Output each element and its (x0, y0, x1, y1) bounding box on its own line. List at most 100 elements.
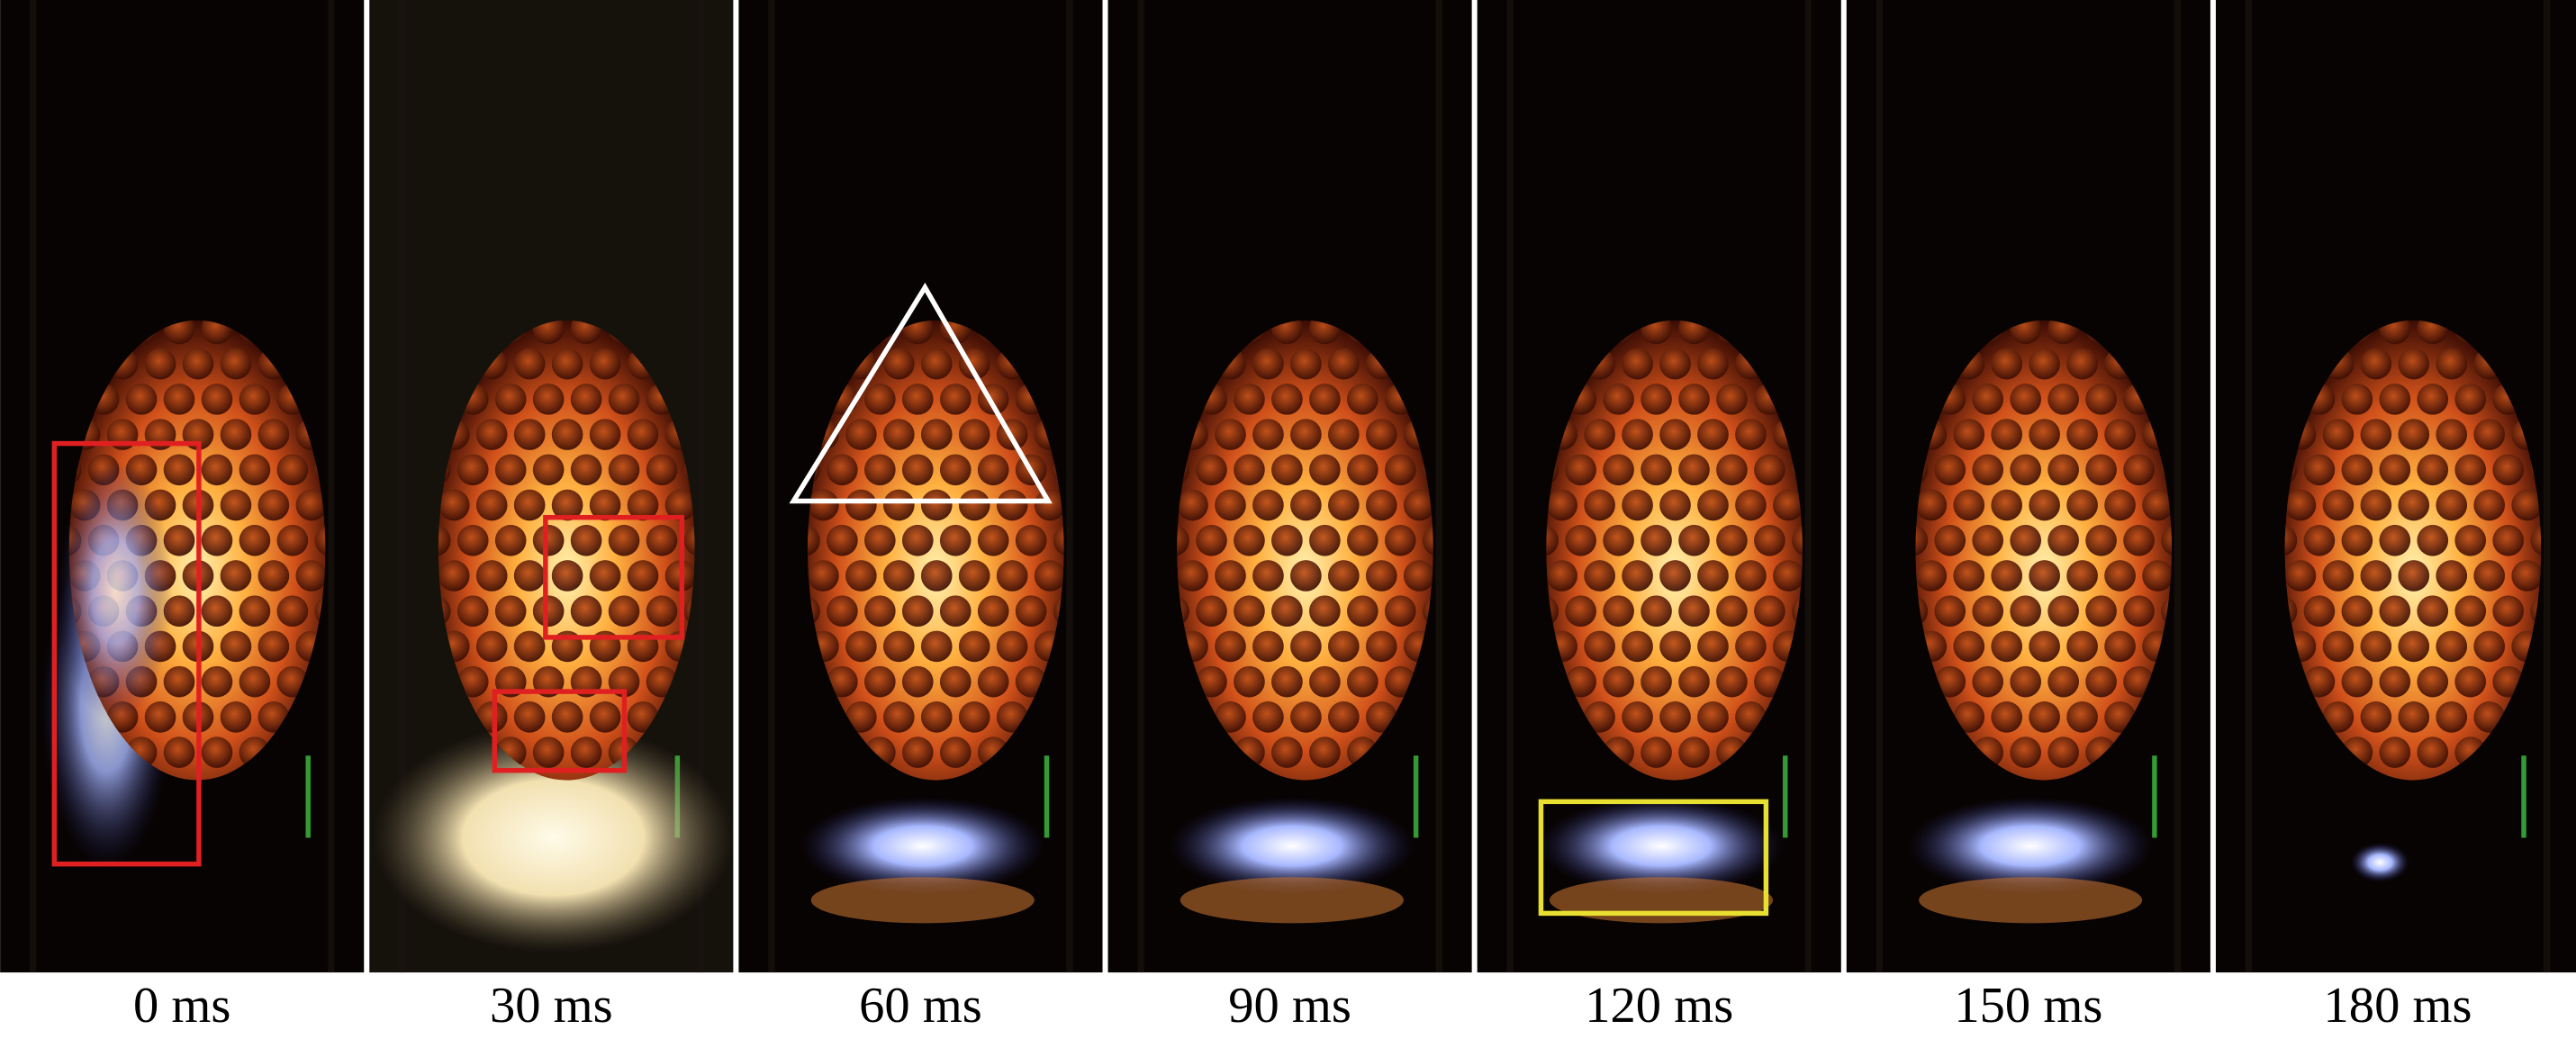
pellet (683, 524, 695, 556)
tube-wall (1506, 0, 1514, 973)
pellet (220, 560, 252, 592)
pellet (845, 489, 877, 521)
pellet (1328, 630, 1360, 663)
pellet (1991, 701, 2023, 733)
pellet (532, 595, 565, 628)
pellet (1934, 524, 1966, 556)
pellet (1384, 524, 1416, 556)
frame (369, 0, 735, 973)
pellet (1271, 595, 1303, 628)
tube-wall (2543, 0, 2551, 973)
pellet (1309, 736, 1341, 768)
pellet (2436, 560, 2468, 592)
pellet (996, 489, 1028, 521)
pellet (494, 454, 527, 486)
pellet (295, 560, 326, 592)
pellet (2360, 348, 2392, 380)
pellet (977, 665, 1009, 698)
pellet (144, 701, 176, 733)
pellet (1934, 665, 1966, 698)
pellet (2010, 524, 2042, 556)
pellet (1697, 489, 1729, 521)
pellet (882, 630, 915, 663)
pellet (1271, 454, 1303, 486)
pellet (2104, 560, 2136, 592)
pellet (863, 665, 896, 698)
pellet (2010, 384, 2042, 415)
pellet (901, 384, 934, 415)
pellet (2492, 595, 2525, 628)
streak (2152, 755, 2157, 838)
flame (57, 459, 173, 723)
tube-wall (1066, 0, 1073, 973)
pellet (2417, 595, 2449, 628)
pellet (845, 419, 877, 450)
pellet (1328, 489, 1360, 521)
pellet (1641, 736, 1672, 768)
pellet (1584, 560, 1615, 592)
pellet (513, 701, 546, 733)
pellet (1177, 489, 1208, 521)
pellet (456, 595, 489, 628)
pellet (1034, 489, 1064, 521)
pellet (1953, 560, 1985, 592)
pellet (276, 524, 309, 556)
pellet (2473, 489, 2506, 521)
pellet (1915, 489, 1948, 521)
pellet (1972, 454, 2004, 486)
highlight-box (543, 514, 685, 640)
pellet (589, 489, 621, 521)
pellet (827, 454, 858, 486)
pellet (2010, 595, 2042, 628)
pellet (1365, 630, 1397, 663)
pellet (1365, 560, 1397, 592)
pellet (920, 489, 953, 521)
pellet (2341, 595, 2373, 628)
frame (0, 0, 365, 973)
pellet (2322, 419, 2355, 450)
pellet (2436, 419, 2468, 450)
pellet (2492, 454, 2525, 486)
pellet (2029, 489, 2060, 521)
pellet (1622, 489, 1653, 521)
pellet (939, 384, 972, 415)
pellet (1015, 595, 1047, 628)
pellet (1622, 419, 1653, 450)
pellet (958, 560, 990, 592)
pellet (2142, 489, 2173, 521)
streak (1044, 755, 1050, 838)
pellet (2379, 384, 2411, 415)
pellet (646, 524, 678, 556)
pellet (2066, 630, 2098, 663)
pellet (901, 524, 934, 556)
pellet (1234, 524, 1265, 556)
pellet (1565, 595, 1596, 628)
pellet (2161, 524, 2173, 556)
highlight-triangle (789, 282, 1053, 504)
flame (1169, 796, 1415, 896)
tube-wall (768, 0, 775, 973)
frame-label: 30 ms (490, 978, 613, 1034)
pellet (2047, 454, 2079, 486)
pellet (1991, 348, 2023, 380)
pellet (920, 419, 953, 450)
pellet (1622, 560, 1653, 592)
pellet (182, 348, 214, 380)
pellet (1196, 524, 1227, 556)
tube-wall (328, 0, 335, 973)
pellet (1328, 701, 1360, 733)
flame (1907, 796, 2154, 896)
pellet (958, 489, 990, 521)
pellet (1754, 595, 1785, 628)
pellet (2417, 665, 2449, 698)
pellet (2029, 701, 2060, 733)
pellet (570, 595, 602, 628)
highlight-box (51, 440, 202, 867)
tube-wall (2174, 0, 2182, 973)
pellet (2047, 595, 2079, 628)
pellet (1773, 560, 1803, 592)
pellet (2322, 560, 2355, 592)
pellet (2379, 454, 2411, 486)
pellet (1309, 524, 1341, 556)
pellet (163, 454, 195, 486)
